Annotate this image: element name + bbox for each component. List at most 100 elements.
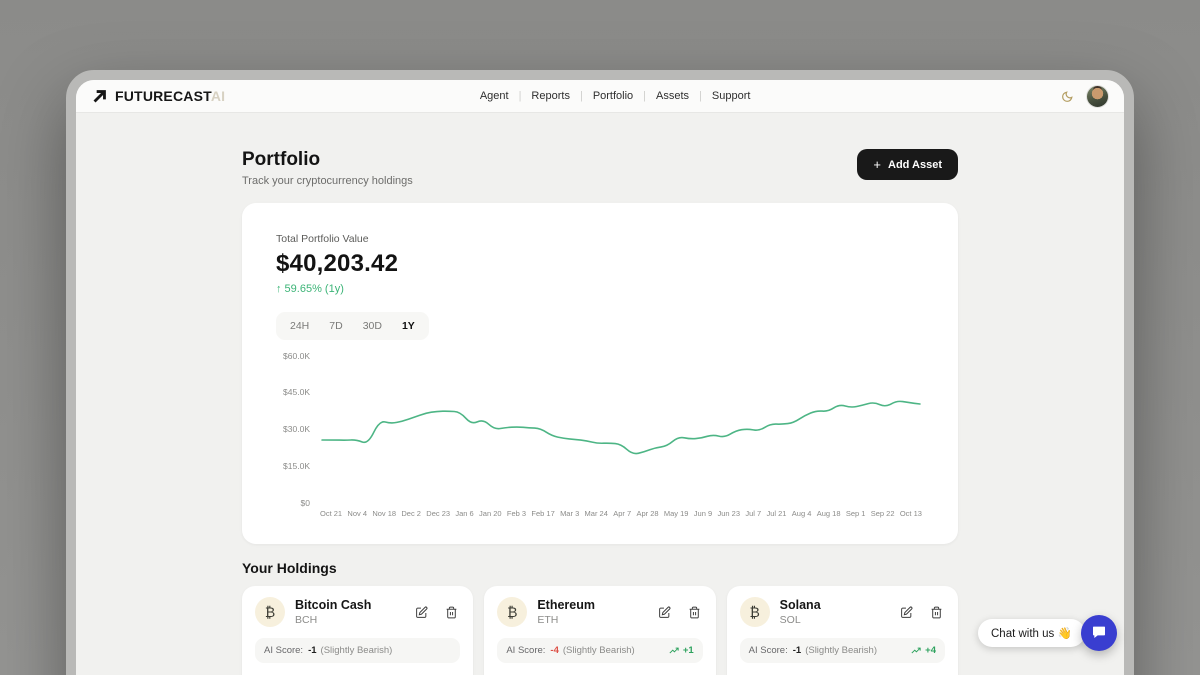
holding-actions (413, 604, 460, 621)
trending-up-icon (669, 647, 679, 653)
portfolio-line-chart: $60.0K $45.0K $30.0K $15.0K $0 Oct 21 Nov 4 No… (276, 350, 924, 519)
timeframe-button-7d[interactable]: 7D (320, 316, 351, 336)
chart-y-axis: $60.0K $45.0K $30.0K $15.0K $0 (276, 350, 318, 508)
timeframe-button-30d[interactable]: 30D (354, 316, 391, 336)
brand-suffix: AI (210, 88, 226, 104)
edit-pencil-icon (658, 606, 671, 618)
coin-icon: ₿ (497, 597, 528, 627)
ai-score-value: -1 (792, 645, 802, 656)
holding-card-eth: ₿ Ethereum ETH AI Score: -4 (Slightly Bearish… (484, 586, 716, 675)
page-heading-block: Portfolio Track your cryptocurrency hold… (242, 149, 413, 187)
ai-score-label: AI Score: (264, 645, 304, 656)
nav-separator: | (699, 90, 702, 102)
holding-card-sol: ₿ Solana SOL AI Score: -1 (Slightly Bearish) +… (726, 586, 958, 675)
holding-names: Solana SOL (780, 598, 821, 626)
ai-score-sentiment: (Slightly Bearish) (320, 645, 393, 656)
delete-holding-button[interactable] (928, 604, 945, 621)
holding-card-bch: ₿ Bitcoin Cash BCH AI Score: -1 (Slightly Bea… (242, 586, 474, 675)
chart-y-tick: $45.0K (283, 387, 310, 398)
chart-x-tick: Apr 7 (613, 509, 632, 518)
plus-icon: + (873, 157, 881, 172)
holdings-section-title: Your Holdings (242, 560, 337, 576)
edit-holding-button[interactable] (413, 604, 430, 621)
trash-icon (689, 606, 700, 618)
chart-line-svg (321, 400, 921, 455)
chart-x-tick: Jul 7 (745, 509, 762, 518)
chat-launcher-button[interactable] (1081, 615, 1117, 651)
delete-holding-button[interactable] (686, 604, 703, 621)
score-trend-value: +1 (682, 645, 694, 656)
page-title: Portfolio (242, 149, 321, 170)
timeframe-button-1y[interactable]: 1Y (393, 316, 424, 336)
user-avatar[interactable] (1086, 84, 1109, 108)
chart-plot-area: Oct 21 Nov 4 Nov 18 Dec 2 Dec 23 Jan 6 Jan 20 F… (318, 354, 924, 518)
page-subtitle: Track your cryptocurrency holdings (242, 175, 413, 187)
nav-separator: | (518, 90, 522, 102)
holding-symbol: BCH (295, 614, 318, 626)
coin-icon: ₿ (739, 597, 770, 627)
holding-names: Bitcoin Cash BCH (295, 598, 371, 626)
trash-icon (931, 606, 942, 618)
brand-name: FUTURECASTAI (115, 88, 226, 104)
timeframe-button-24h[interactable]: 24H (281, 316, 318, 336)
nav-item-support[interactable]: Support (711, 90, 751, 102)
holding-card-header: ₿ Solana SOL (739, 597, 945, 627)
chart-x-tick: Jun 9 (693, 509, 713, 518)
ai-score-row: AI Score: -4 (Slightly Bearish) +1 (497, 638, 703, 663)
score-trend-value: +4 (925, 645, 936, 656)
chart-x-tick: Nov 18 (372, 509, 397, 518)
add-asset-button[interactable]: + Add Asset (857, 149, 958, 180)
chart-x-tick: Sep 1 (845, 509, 866, 518)
main-nav: Agent | Reports | Portfolio | Assets | Support (470, 90, 761, 102)
holding-card-header: ₿ Bitcoin Cash BCH (255, 597, 460, 627)
chart-x-tick: Nov 4 (347, 509, 367, 518)
holding-name: Ethereum (537, 598, 595, 612)
chart-x-tick: Jan 6 (455, 509, 474, 518)
chart-x-tick: Feb 3 (506, 509, 527, 518)
holding-name: Bitcoin Cash (295, 598, 372, 612)
nav-item-agent[interactable]: Agent (479, 90, 509, 102)
holdings-grid: ₿ Bitcoin Cash BCH AI Score: -1 (Slightly Bea… (242, 586, 958, 675)
nav-item-portfolio[interactable]: Portfolio (592, 90, 634, 102)
edit-holding-button[interactable] (656, 604, 673, 621)
ai-score-value: -4 (550, 645, 559, 656)
brand-logo[interactable]: FUTURECASTAI (91, 88, 225, 105)
chart-y-tick: $60.0K (283, 350, 310, 361)
holding-names: Ethereum ETH (537, 598, 595, 626)
app-window: FUTURECASTAI Agent | Reports | Portfolio | Ass… (66, 70, 1134, 675)
chart-x-tick: Dec 2 (401, 509, 421, 518)
total-portfolio-value-label: Total Portfolio Value (276, 233, 369, 245)
chart-x-tick: May 19 (663, 509, 689, 518)
chart-x-tick: Jan 20 (479, 509, 502, 518)
ai-score-value: -1 (308, 645, 317, 656)
chart-x-tick: Dec 23 (426, 509, 451, 518)
holding-actions (898, 604, 945, 621)
edit-holding-button[interactable] (898, 604, 915, 621)
nav-item-reports[interactable]: Reports (531, 90, 570, 102)
chart-x-tick: Apr 28 (636, 509, 659, 518)
dark-mode-toggle-moon-icon[interactable] (1061, 90, 1074, 103)
header-actions (1061, 84, 1109, 108)
chart-x-tick: Aug 4 (791, 509, 812, 518)
holding-card-header: ₿ Ethereum ETH (497, 597, 702, 627)
portfolio-chart-card: Total Portfolio Value $40,203.42 ↑ 59.65… (242, 203, 958, 544)
chat-with-us-bubble[interactable]: Chat with us 👋 (978, 619, 1085, 647)
holding-actions (656, 604, 703, 621)
top-navbar: FUTURECASTAI Agent | Reports | Portfolio | Ass… (76, 80, 1124, 113)
chart-x-axis: Oct 21 Nov 4 Nov 18 Dec 2 Dec 23 Jan 6 Jan 20 F… (318, 509, 924, 518)
ai-score-row: AI Score: -1 (Slightly Bearish) +4 (739, 638, 945, 663)
trending-up-icon (911, 647, 921, 653)
timeframe-selector: 24H 7D 30D 1Y (276, 312, 429, 340)
nav-separator: | (579, 90, 583, 102)
trash-icon (446, 606, 457, 618)
score-trend-badge: +1 (669, 645, 694, 656)
chat-bubble-icon (1091, 624, 1107, 643)
delete-holding-button[interactable] (443, 604, 460, 621)
chart-x-tick: Jun 23 (717, 509, 740, 518)
score-trend-badge: +4 (911, 645, 936, 656)
chart-x-tick: Sep 22 (870, 509, 895, 518)
nav-item-assets[interactable]: Assets (656, 90, 690, 102)
ai-score-sentiment: (Slightly Bearish) (562, 645, 635, 656)
coin-icon: ₿ (255, 597, 285, 627)
ai-score-row: AI Score: -1 (Slightly Bearish) (255, 638, 461, 663)
